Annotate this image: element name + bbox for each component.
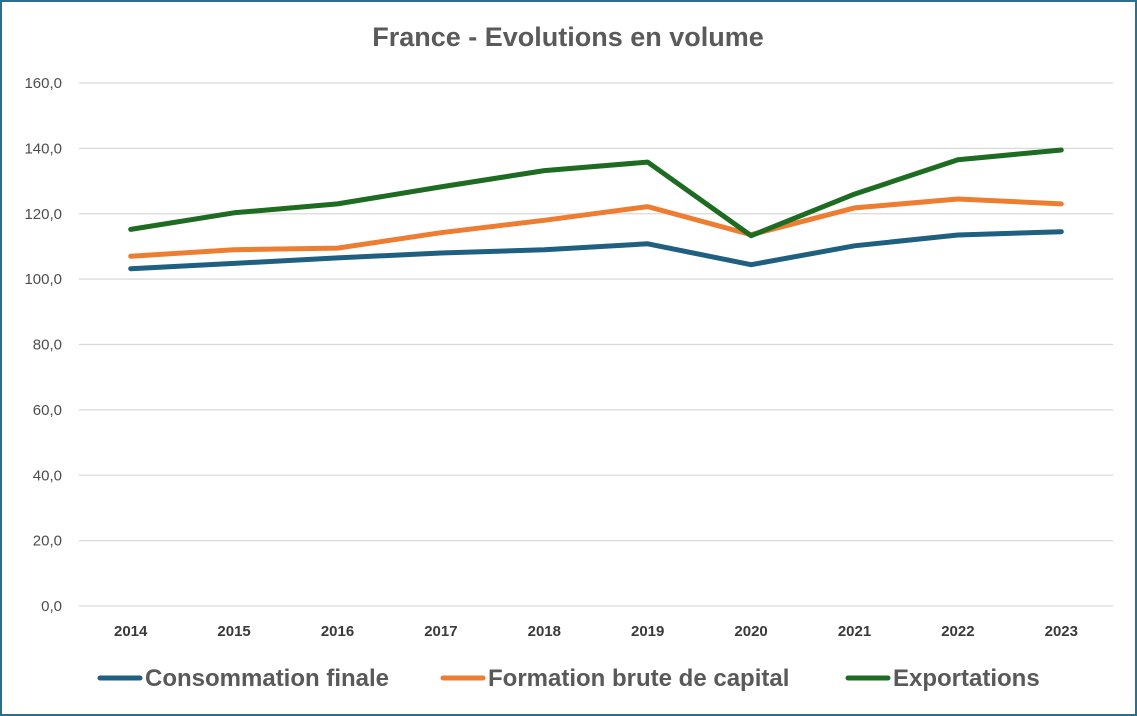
y-axis-ticks: 0,0 20,0 40,0 60,0 80,0 100,0 120,0 140,0 160,0 xyxy=(24,75,62,615)
x-tick-label: 2017 xyxy=(424,623,457,640)
y-tick-label: 60,0 xyxy=(33,402,62,419)
x-tick-label: 2016 xyxy=(321,623,354,640)
x-tick-label: 2020 xyxy=(734,623,767,640)
y-tick-label: 20,0 xyxy=(33,533,62,550)
x-tick-label: 2015 xyxy=(217,623,250,640)
x-tick-label: 2019 xyxy=(631,623,664,640)
legend: Consommation finale Formation brute de ca… xyxy=(97,665,1040,692)
legend-label: Formation brute de capital xyxy=(488,665,789,692)
series-lines xyxy=(128,147,1064,272)
y-tick-label: 0,0 xyxy=(41,598,62,615)
x-tick-label: 2022 xyxy=(941,623,974,640)
legend-label: Exportations xyxy=(893,665,1040,692)
x-axis-ticks: 2014 2015 2016 2017 2018 2019 2020 2021 2022 2023 xyxy=(114,623,1078,640)
x-tick-label: 2021 xyxy=(838,623,871,640)
x-tick-label: 2018 xyxy=(528,623,561,640)
y-tick-label: 40,0 xyxy=(33,467,62,484)
y-tick-label: 120,0 xyxy=(24,206,62,223)
chart-title: France - Evolutions en volume xyxy=(372,22,764,52)
series-line xyxy=(128,196,1064,259)
series-line xyxy=(128,147,1064,239)
x-tick-label: 2023 xyxy=(1045,623,1078,640)
y-tick-label: 100,0 xyxy=(24,271,62,288)
gridlines xyxy=(79,82,1113,607)
series-line xyxy=(128,229,1064,272)
x-tick-label: 2014 xyxy=(114,623,148,640)
y-tick-label: 80,0 xyxy=(33,337,62,354)
y-tick-label: 160,0 xyxy=(24,75,62,92)
y-tick-label: 140,0 xyxy=(24,140,62,157)
legend-label: Consommation finale xyxy=(145,665,389,692)
